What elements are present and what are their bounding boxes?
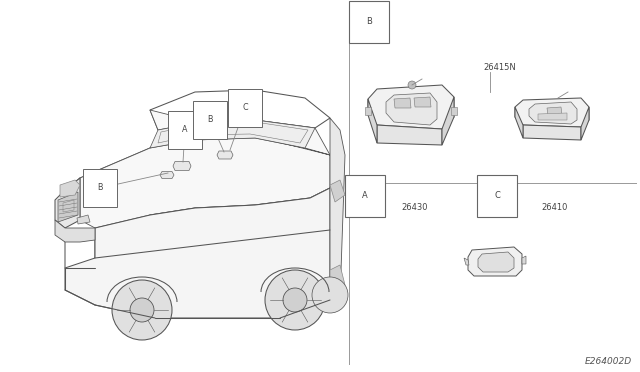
Polygon shape [442,97,454,145]
Polygon shape [55,220,95,242]
Polygon shape [523,125,581,140]
Polygon shape [150,120,315,148]
Circle shape [112,280,172,340]
Polygon shape [451,107,457,115]
Circle shape [130,298,154,322]
Polygon shape [58,192,78,222]
Polygon shape [581,107,589,140]
Text: E264002D: E264002D [585,357,632,366]
Circle shape [265,270,325,330]
Polygon shape [377,125,442,145]
Polygon shape [515,98,589,127]
Polygon shape [65,188,330,318]
Text: A: A [182,125,188,135]
Polygon shape [160,171,174,179]
Polygon shape [330,118,345,300]
Text: B: B [366,17,372,26]
Circle shape [312,277,348,313]
Polygon shape [464,258,469,265]
Polygon shape [200,207,256,241]
Polygon shape [522,256,526,264]
Polygon shape [152,211,196,248]
Polygon shape [365,107,371,115]
Polygon shape [217,151,233,159]
Polygon shape [386,93,437,125]
Polygon shape [394,98,411,108]
Text: A: A [362,192,368,201]
Polygon shape [77,215,90,224]
Polygon shape [60,180,80,197]
Polygon shape [80,110,330,228]
Circle shape [283,288,307,312]
Polygon shape [547,107,562,116]
Polygon shape [538,113,567,120]
Circle shape [408,81,416,89]
Text: B: B [97,183,103,192]
Polygon shape [95,188,330,258]
Text: B: B [207,115,212,125]
Polygon shape [515,107,523,138]
Text: C: C [242,103,248,112]
Polygon shape [368,99,377,143]
Polygon shape [468,247,522,276]
Polygon shape [173,161,191,170]
Polygon shape [330,265,345,295]
Polygon shape [478,252,514,272]
Polygon shape [260,195,328,235]
Text: 26410: 26410 [542,203,568,212]
Polygon shape [368,85,454,129]
Polygon shape [55,178,80,228]
Polygon shape [414,97,431,107]
Polygon shape [330,180,345,202]
Text: C: C [494,192,500,201]
Polygon shape [529,102,577,124]
Text: 26415N: 26415N [484,64,516,73]
Text: 26430: 26430 [402,203,428,212]
